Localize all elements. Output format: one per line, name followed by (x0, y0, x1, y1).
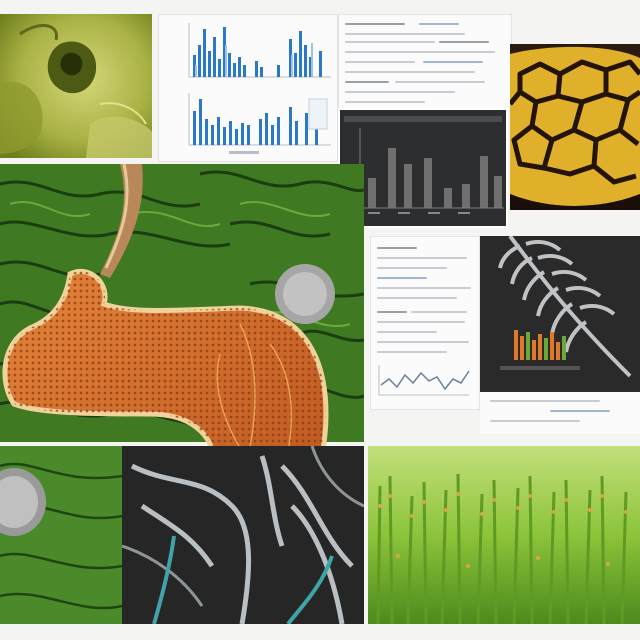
lower-leaf-texture (0, 446, 122, 624)
reptile-scale-photo (510, 44, 640, 210)
text-document-top (338, 14, 512, 112)
green-grass-field (368, 446, 640, 624)
insect-closeup-photo (0, 14, 152, 158)
dark-fern-screen (480, 236, 640, 392)
dark-bar-chart-screen (338, 108, 508, 228)
text-document-middle (370, 236, 480, 410)
gray-skeleton-scan (122, 446, 364, 624)
text-document-strip (480, 392, 640, 434)
bar-chart-document (158, 14, 338, 162)
